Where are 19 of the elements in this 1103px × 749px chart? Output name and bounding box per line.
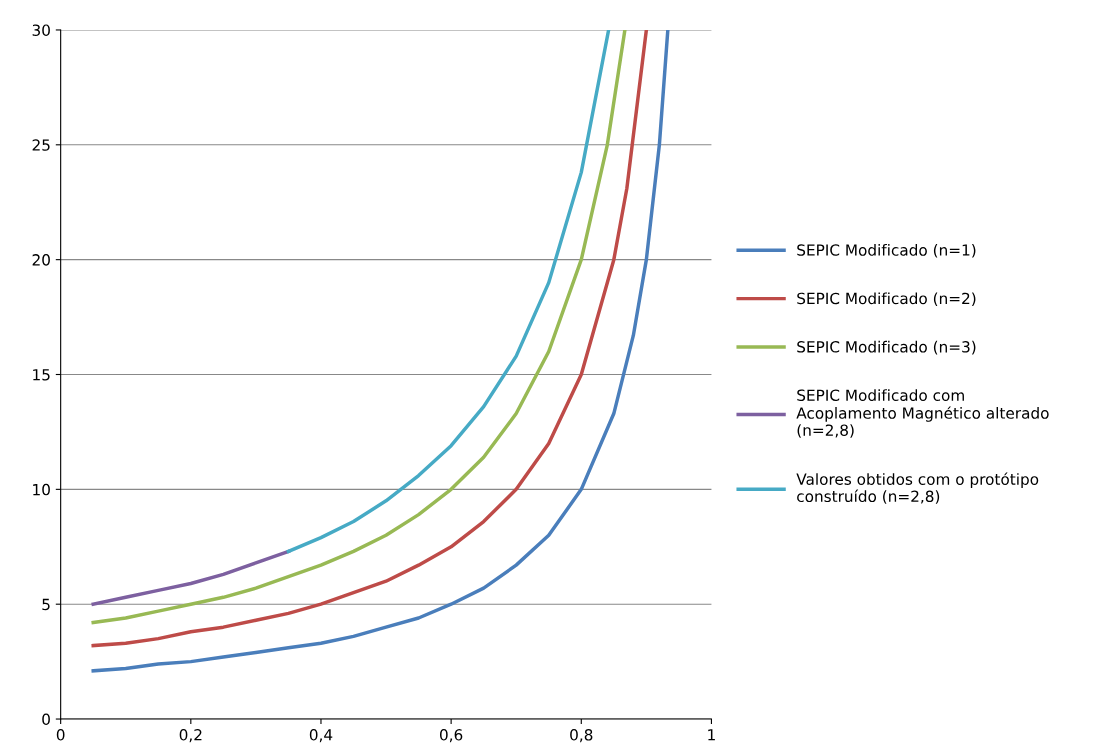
x-tick-label: 0,2	[179, 729, 202, 743]
x-tick-label: 0,8	[570, 729, 593, 743]
x-tick-label: 0,6	[439, 729, 463, 743]
x-tick-label: 1	[708, 729, 715, 741]
legend-label: SEPIC Modificado (n=1)	[797, 243, 976, 258]
legend-label: Valores obtidos com o protótipo construído (n=2,8)	[796, 472, 1039, 504]
y-tick-label: 5	[42, 598, 50, 611]
y-tick-label: 20	[32, 254, 50, 266]
line-series	[286, 29, 611, 554]
legend-label: SEPIC Modificado (n=3)	[797, 340, 976, 355]
y-tick-label: 10	[33, 483, 50, 496]
legend-label: SEPIC Modificado (n=2)	[797, 292, 976, 306]
legend-label: SEPIC Modificado com Acoplamento Magnético alterado (n=2,8)	[796, 389, 1049, 438]
y-tick-label: 25	[32, 139, 50, 151]
x-tick-label: 0,4	[309, 729, 333, 743]
y-tick-label: 0	[42, 713, 50, 726]
x-tick-label: 0	[56, 729, 65, 741]
y-tick-label: 30	[32, 24, 50, 36]
y-tick-label: 15	[33, 369, 50, 381]
